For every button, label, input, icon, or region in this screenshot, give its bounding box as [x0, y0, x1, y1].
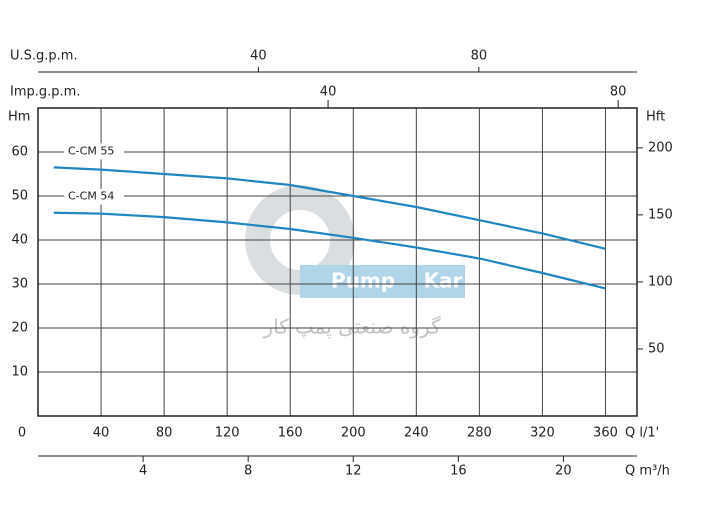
top-axis-tick-label: 40 [250, 49, 267, 64]
plot-frame [37, 107, 638, 417]
x-tick-label: 200 [341, 426, 366, 441]
y-tick-label: 10 [11, 365, 28, 380]
x-tick-label: 160 [278, 426, 303, 441]
bottom-axis2-label: Q m³/h [625, 464, 670, 479]
y-axis-label: Hm [8, 110, 30, 125]
x-axis-label: Q l/1' [625, 426, 659, 441]
y-tick-label: 20 [11, 321, 28, 336]
x-tick-label: 320 [530, 426, 555, 441]
x-tick-label: 360 [593, 426, 618, 441]
y2-tick-label: 200 [648, 140, 673, 155]
y-tick-label: 60 [11, 145, 28, 160]
bottom-axis2-tick-label: 12 [345, 464, 362, 479]
y2-axis-label: Hft [646, 110, 665, 125]
y-tick-label: 40 [11, 233, 28, 248]
top-axis-tick-label: 40 [320, 85, 337, 100]
x-tick-label: 80 [156, 426, 173, 441]
watermark-company: گروه صنعتی پمپ کار [262, 315, 441, 340]
top-axis-label: Imp.g.p.m. [10, 85, 80, 100]
bottom-axis2-tick-label: 20 [555, 464, 572, 479]
y2-tick-label: 50 [648, 341, 665, 356]
top-axis-tick-label: 80 [610, 85, 627, 100]
x-tick-label: 0 [18, 426, 26, 441]
top-axis-label: U.S.g.p.m. [10, 49, 78, 64]
series-label: C-CM 55 [68, 144, 114, 157]
y2-tick-label: 100 [648, 274, 673, 289]
watermark-brand: Pump [331, 269, 395, 293]
series-label: C-CM 54 [68, 190, 114, 203]
curve [53, 211, 606, 290]
y2-tick-label: 150 [648, 207, 673, 222]
x-tick-label: 240 [404, 426, 429, 441]
x-tick-label: 120 [215, 426, 240, 441]
y-tick-label: 30 [11, 277, 28, 292]
y-tick-label: 50 [11, 189, 28, 204]
curve [53, 166, 606, 250]
bottom-axis2-tick-label: 16 [450, 464, 467, 479]
watermark-band [300, 265, 465, 298]
bottom-axis2-tick-label: 8 [244, 464, 252, 479]
watermark-brand: Kar [424, 269, 463, 293]
x-tick-label: 40 [93, 426, 110, 441]
series-label-bg [64, 188, 124, 205]
watermark: Pump Kar گروه صنعتی پمپ کار [245, 185, 465, 340]
series-label-bg [64, 143, 124, 160]
x-tick-label: 280 [467, 426, 492, 441]
top-axis-tick-label: 80 [471, 49, 488, 64]
bottom-axis2-tick-label: 4 [139, 464, 147, 479]
